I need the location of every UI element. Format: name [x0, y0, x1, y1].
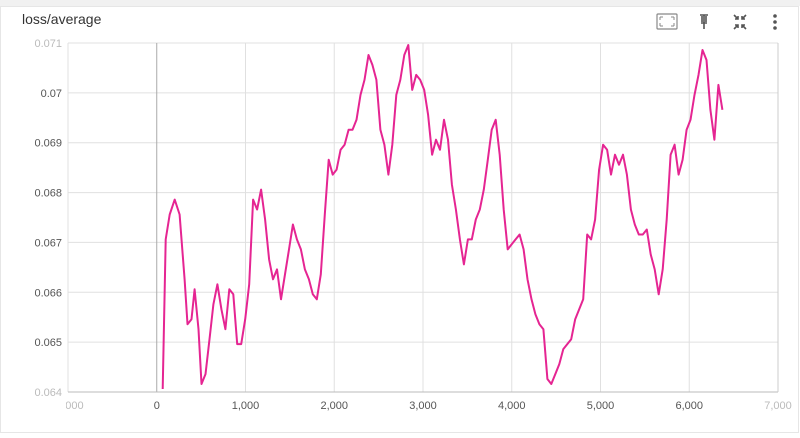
toolbar: [656, 13, 777, 30]
x-tick-label: 1,000: [232, 400, 260, 412]
y-tick-label: 0.065: [34, 337, 62, 349]
x-tick-label: 6,000: [675, 400, 703, 412]
y-tick-label: 0.066: [34, 287, 62, 299]
x-tick-label: 4,000: [498, 400, 526, 412]
y-tick-label: 0.067: [34, 237, 62, 249]
series-line: [161, 44, 724, 390]
fit-domain-button[interactable]: [656, 13, 678, 30]
plot: [161, 44, 724, 390]
y-tick-label: 0.07: [41, 88, 62, 100]
collapse-button[interactable]: [733, 14, 747, 30]
y-tick-label: 0.068: [34, 188, 62, 200]
x-tick-label: 7,000: [764, 400, 792, 412]
x-tick-label: 0: [154, 400, 160, 412]
top-strip: [0, 0, 800, 6]
x-tick-label: -1,000: [52, 400, 83, 412]
x-tick-label: 2,000: [320, 400, 348, 412]
y-tick-label: 0.069: [34, 138, 62, 150]
card-title: loss/average: [22, 11, 102, 27]
x-tick-label: 3,000: [409, 400, 437, 412]
tick-labels: -1,000 0 1,000 2,000 3,000 4,000 5,000 6,000 7,0…: [52, 400, 792, 412]
card-border: [0, 6, 799, 433]
pin-button[interactable]: [700, 14, 708, 29]
more-button[interactable]: [773, 14, 777, 30]
y-tick-label: 0.064: [34, 387, 62, 399]
x-tick-label: 5,000: [587, 400, 615, 412]
y-tick-label: 0.071: [34, 38, 62, 50]
